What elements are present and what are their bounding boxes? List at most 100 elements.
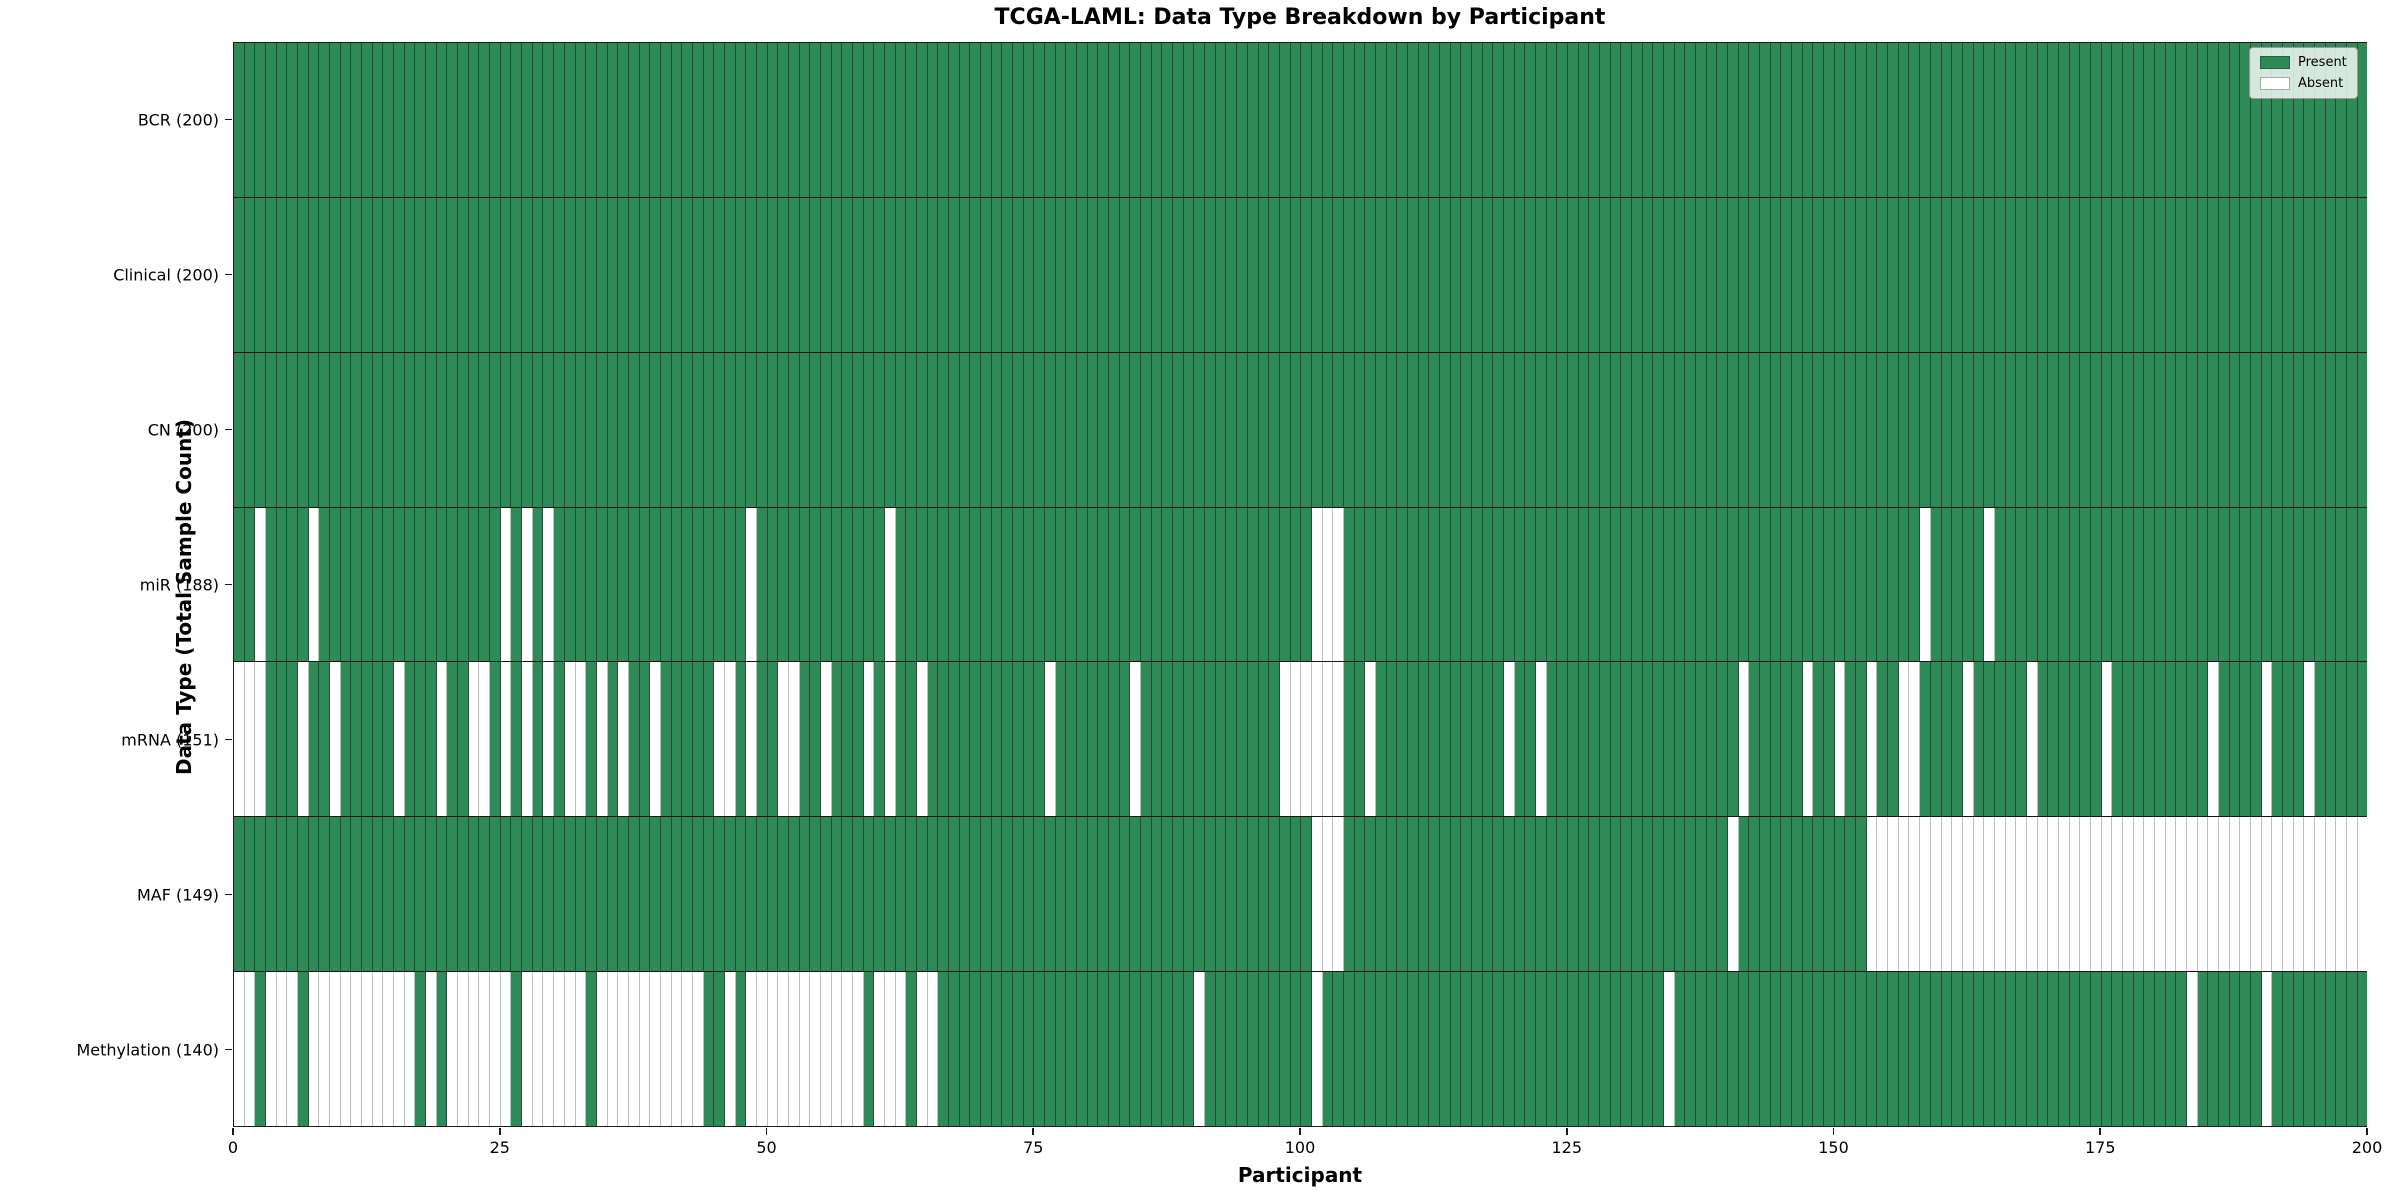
cell: [1429, 197, 1440, 352]
cell: [703, 43, 715, 197]
cell: [1600, 507, 1611, 662]
cell: [1824, 197, 1835, 352]
cell: [1482, 817, 1494, 972]
cell: [244, 817, 256, 972]
cell: [340, 662, 352, 817]
cell: [554, 43, 565, 197]
cell: [1674, 43, 1686, 197]
x-axis-title: Participant: [1237, 1163, 1363, 1187]
cell: [2325, 43, 2337, 197]
cell: [234, 972, 245, 1127]
heatmap-row-Methylation: [234, 971, 2368, 1127]
cell: [1642, 197, 1654, 352]
cell: [596, 507, 608, 662]
cell: [1247, 972, 1259, 1127]
cell: [596, 662, 608, 817]
cell: [543, 43, 555, 197]
cell: [1087, 817, 1099, 972]
cell: [1706, 972, 1718, 1127]
cell: [1749, 43, 1761, 197]
cell: [799, 662, 811, 817]
cell: [778, 817, 789, 972]
cell: [1045, 43, 1056, 197]
cell: [415, 662, 427, 817]
cell: [1450, 197, 1462, 352]
cell: [1514, 972, 1526, 1127]
cell: [618, 507, 629, 662]
cell: [1834, 507, 1846, 662]
cell: [383, 43, 395, 197]
cell: [1365, 197, 1376, 352]
cell: [1034, 662, 1046, 817]
cell: [1130, 507, 1142, 662]
cell: [255, 662, 267, 817]
cell: [1738, 817, 1750, 972]
cell: [1664, 197, 1675, 352]
cell: [1824, 662, 1835, 817]
cell: [1173, 197, 1184, 352]
cell: [1621, 197, 1633, 352]
heatmap-row-BCR: [234, 43, 2368, 197]
cell: [2208, 817, 2219, 972]
cell: [1290, 43, 1302, 197]
cell: [1994, 662, 2006, 817]
cell: [1994, 43, 2006, 197]
cell: [1119, 507, 1131, 662]
cell: [1269, 197, 1280, 352]
cell: [244, 507, 256, 662]
cell: [308, 507, 320, 662]
cell: [799, 352, 811, 507]
cell: [628, 662, 640, 817]
cell: [394, 43, 405, 197]
cell: [383, 662, 395, 817]
cell: [2016, 662, 2027, 817]
cell: [500, 352, 512, 507]
cell: [1311, 817, 1323, 972]
cell: [724, 662, 736, 817]
cell: [607, 817, 619, 972]
cell: [2336, 817, 2348, 972]
cell: [2058, 507, 2070, 662]
cell: [1055, 972, 1067, 1127]
cell: [842, 197, 853, 352]
cell: [1930, 972, 1942, 1127]
cell: [756, 972, 768, 1127]
cell: [1802, 507, 1814, 662]
cell: [511, 972, 523, 1127]
cell: [2272, 352, 2283, 507]
cell: [1813, 817, 1825, 972]
cell: [1045, 972, 1056, 1127]
cell: [1493, 972, 1504, 1127]
cell: [2048, 662, 2059, 817]
cell: [298, 43, 309, 197]
cell: [1130, 817, 1142, 972]
cell: [1909, 817, 1921, 972]
cell: [1023, 43, 1035, 197]
cell: [2240, 352, 2251, 507]
cell: [1962, 352, 1974, 507]
cell: [820, 507, 832, 662]
cell: [1728, 43, 1739, 197]
cell: [1760, 972, 1771, 1127]
cell: [426, 507, 437, 662]
cell: [1557, 972, 1568, 1127]
cell: [2229, 507, 2241, 662]
cell: [351, 817, 363, 972]
cell: [767, 507, 779, 662]
cell: [308, 352, 320, 507]
cell: [959, 662, 971, 817]
cell: [842, 662, 853, 817]
cell: [2283, 197, 2294, 352]
cell: [2315, 662, 2326, 817]
cell: [1653, 507, 1665, 662]
cell: [2144, 43, 2155, 197]
cell: [650, 43, 661, 197]
cell: [1109, 43, 1120, 197]
cell: [1311, 662, 1323, 817]
cell: [330, 817, 341, 972]
cell: [1407, 972, 1419, 1127]
cell: [1696, 352, 1707, 507]
cell: [2229, 972, 2241, 1127]
cell: [1941, 507, 1953, 662]
y-tick-label-MAF: MAF (149): [136, 885, 219, 904]
